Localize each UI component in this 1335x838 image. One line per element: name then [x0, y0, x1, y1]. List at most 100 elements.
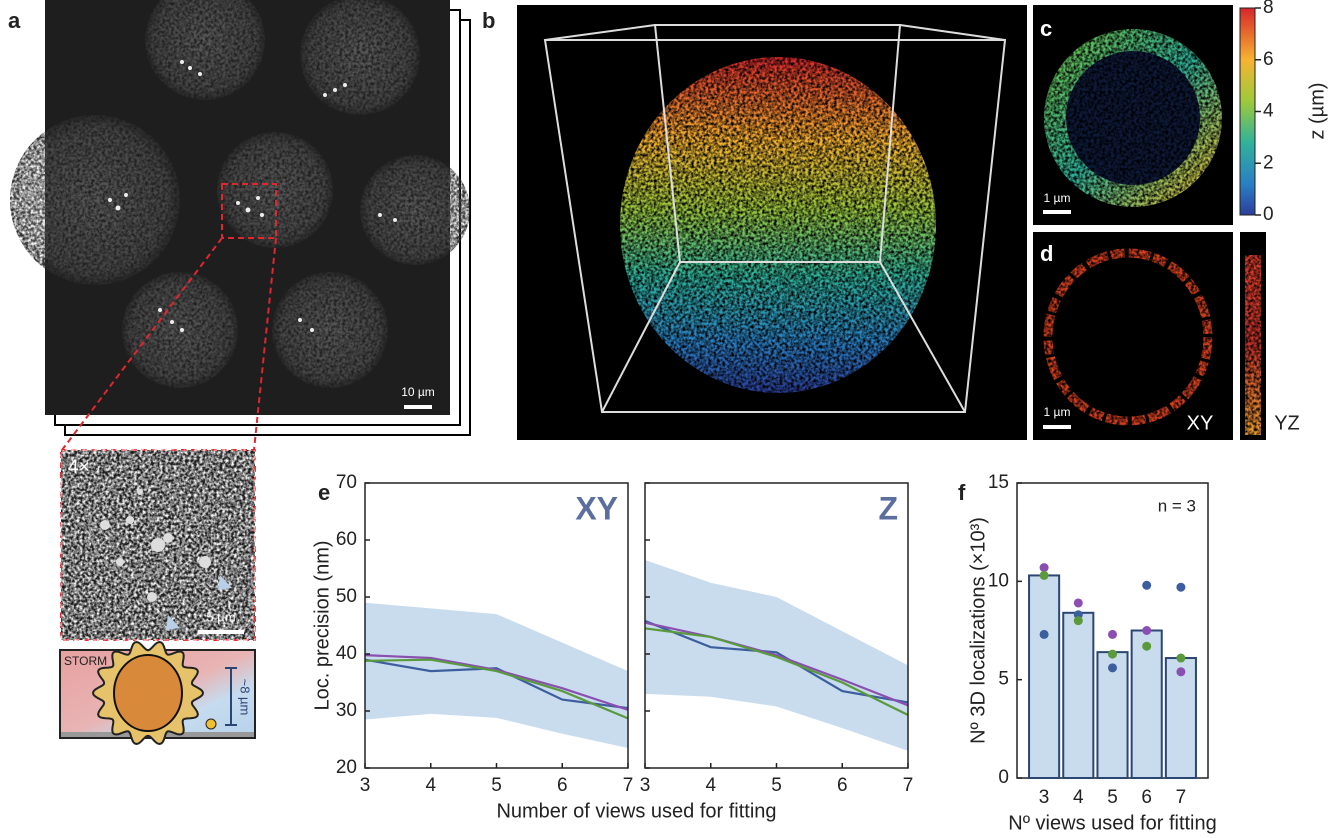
replicate-point [1073, 616, 1083, 626]
height-label: ~8 µm [238, 679, 253, 716]
subplot-title: Z [878, 490, 898, 526]
y-tick-label: 60 [336, 529, 357, 550]
x-axis-label: Nº views used for fitting [1008, 812, 1217, 834]
colorbar-tick-label: 8 [1263, 0, 1274, 18]
y-tick-label: 70 [336, 472, 357, 493]
replicate-point [1176, 653, 1186, 663]
zoom-line [61, 237, 223, 451]
colorbar-tick-label: 0 [1263, 204, 1274, 225]
x-tick-label: 6 [837, 775, 848, 796]
bead [205, 718, 217, 730]
panel-label: f [958, 480, 966, 505]
x-tick-label: 6 [557, 775, 568, 796]
replicate-point [1142, 580, 1152, 590]
replicate-point [1142, 626, 1152, 635]
replicate-point [1176, 582, 1186, 592]
series-line [364, 658, 629, 710]
panel-label: a [8, 8, 21, 33]
bar [1096, 651, 1129, 780]
x-tick-label: 3 [1039, 787, 1050, 808]
bounding-box [543, 24, 1007, 413]
inset-circle [89, 478, 187, 576]
replicate-point [1108, 663, 1117, 673]
series-line [364, 658, 629, 720]
x-tick-label: 5 [1107, 787, 1118, 808]
bar [1164, 657, 1197, 779]
scale-bar-label: 1 µm [1044, 191, 1071, 205]
x-tick-label: 7 [903, 775, 914, 796]
panel-c: 1 µm z (µm) [1033, 5, 1328, 225]
colorbar-tick-label: 2 [1263, 152, 1274, 173]
render [1033, 232, 1233, 440]
y-axis-label: Loc. precision (nm) [311, 540, 333, 710]
scale-bar-label: 10 µm [401, 385, 435, 399]
schematic-label: STORM [64, 654, 107, 668]
replicate-point [1108, 629, 1117, 639]
bar [1062, 611, 1095, 779]
replicate-point [1039, 629, 1049, 639]
arrowhead [166, 615, 180, 630]
panel-label: b [482, 8, 495, 33]
inset-spots [100, 489, 211, 602]
spots [108, 60, 397, 332]
colorbar-label: z (µm) [1306, 82, 1328, 139]
bar [1028, 574, 1061, 780]
x-tick-label: 7 [1176, 787, 1187, 808]
replicate-point [1073, 598, 1083, 608]
colorbar-tick-label: 6 [1263, 49, 1274, 70]
y-axis-label: Nº 3D localizations (×10³) [967, 517, 989, 744]
x-tick-label: 5 [771, 775, 782, 796]
series-line [644, 627, 909, 716]
zoom-label: 4× [68, 457, 90, 478]
cell-section [1044, 29, 1222, 207]
replicate-point [1142, 641, 1152, 651]
zoom-line [253, 237, 277, 451]
scale-bar [1043, 210, 1071, 214]
subplot-title: XY [575, 490, 618, 526]
x-tick-label: 4 [705, 775, 716, 796]
scale-bar [198, 630, 244, 634]
x-tick-label: 3 [640, 775, 651, 796]
cells [10, 0, 470, 388]
cell-render [620, 57, 936, 393]
replicate-point [1108, 649, 1117, 659]
panel-a: 10 µm 4× 5 µm ~8 µm STORM [10, 0, 471, 746]
replicate-point [1039, 570, 1049, 580]
scale-bar [404, 405, 432, 409]
y-tick-label: 50 [336, 586, 357, 607]
x-tick-label: 6 [1141, 787, 1152, 808]
colorbar [1239, 7, 1256, 216]
precision-band [365, 602, 628, 749]
panel-d: 1 µm XY YZ [1033, 232, 1300, 440]
panel-label: e [318, 480, 330, 505]
bar [1130, 629, 1163, 779]
cell-section [1043, 248, 1213, 426]
yz-section [1245, 255, 1261, 435]
x-tick-label: 4 [425, 775, 436, 796]
annotation: n = 3 [1158, 496, 1196, 515]
y-tick-label: 15 [988, 472, 1009, 493]
x-axis-label: Number of views used for fitting [496, 800, 776, 822]
view-label: XY [1187, 412, 1214, 434]
y-tick-label: 30 [336, 700, 357, 721]
y-tick-label: 20 [336, 757, 357, 778]
panel-label: d [1040, 241, 1053, 266]
x-tick-label: 4 [1073, 787, 1084, 808]
view-label: YZ [1274, 412, 1300, 434]
series-line [364, 654, 629, 711]
colorbar-tick-label: 4 [1263, 101, 1274, 122]
scale-bar-label: 1 µm [1044, 405, 1071, 419]
series-line [644, 619, 909, 704]
y-tick-label: 5 [998, 669, 1009, 690]
nucleus [113, 654, 183, 732]
panel-label: c [1040, 16, 1052, 41]
scale-bar-label: 5 µm [206, 609, 235, 624]
x-tick-label: 7 [623, 775, 634, 796]
arrowhead [218, 575, 232, 590]
x-tick-label: 3 [360, 775, 371, 796]
replicate-point [1039, 563, 1049, 573]
zoom-box [221, 183, 277, 239]
y-tick-label: 0 [998, 767, 1009, 788]
scale-bar [1043, 425, 1071, 429]
